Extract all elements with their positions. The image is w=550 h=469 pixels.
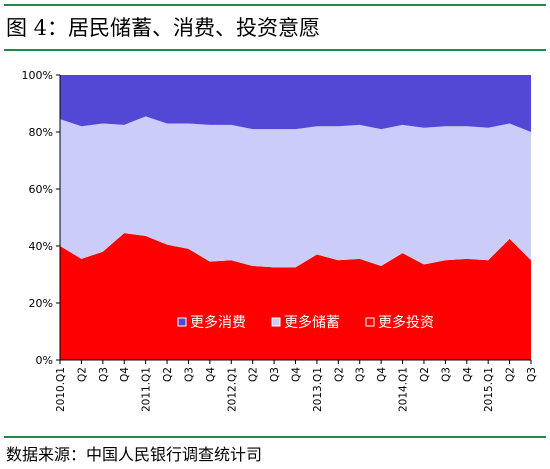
x-tick-label: Q4 — [205, 367, 217, 382]
x-tick-label: Q2 — [248, 367, 260, 382]
x-tick-label: Q2 — [162, 367, 174, 382]
x-tick-label: Q3 — [183, 367, 195, 382]
legend: 更多消费 更多储蓄 更多投资 — [177, 314, 434, 331]
axes — [56, 74, 532, 364]
x-tick-label: Q2 — [333, 367, 345, 382]
y-tick-labels: 0% 20% 40% 60% 80% 100% — [22, 69, 53, 367]
x-tick-label: Q4 — [119, 367, 131, 382]
x-tick-label: Q3 — [526, 367, 538, 382]
x-tick-label: 2015.Q1 — [483, 367, 495, 412]
legend-label: 更多消费 — [190, 314, 246, 331]
x-tick-label: 2011.Q1 — [141, 367, 153, 412]
y-tick-label: 20% — [29, 297, 53, 310]
x-tick-label: Q4 — [376, 367, 388, 382]
y-tick-label: 100% — [22, 69, 53, 82]
chart-title: 图 4：居民储蓄、消费、投资意愿 — [6, 16, 321, 40]
x-tick-label: Q3 — [355, 367, 367, 382]
bottom-rule — [4, 436, 546, 438]
y-tick-label: 40% — [29, 240, 53, 253]
x-tick-label: 2012.Q1 — [226, 367, 238, 412]
legend-label: 更多储蓄 — [284, 314, 340, 331]
title-rule — [4, 49, 546, 51]
x-tick-label: Q2 — [76, 367, 88, 382]
x-tick-label: Q3 — [98, 367, 110, 382]
x-tick-label: Q3 — [269, 367, 281, 382]
source-note: 数据来源：中国人民银行调查统计司 — [6, 445, 263, 464]
x-tick-label: 2013.Q1 — [312, 367, 324, 412]
series-area-0 — [60, 233, 531, 360]
x-tick-label: Q2 — [419, 367, 431, 382]
legend-swatch — [271, 317, 281, 327]
legend-swatch — [365, 317, 375, 327]
top-rule — [4, 4, 546, 6]
x-tick-labels: 2010.Q1 Q2 Q3 Q4 2011.Q1 Q2 Q3 Q4 2012.Q1 Q2 Q3 Q4 2… — [55, 367, 538, 412]
x-tick-label: Q4 — [291, 367, 303, 382]
legend-label: 更多投资 — [378, 314, 434, 331]
stacked-area-chart: 0% 20% 40% 60% 80% 100% 2010.Q1 Q2 Q3 Q4 2011.Q1 Q… — [22, 69, 538, 412]
legend-swatch — [177, 317, 187, 327]
y-tick-label: 0% — [36, 354, 53, 367]
series-area-2 — [60, 75, 531, 132]
area-series — [60, 75, 531, 360]
series-area-1 — [60, 116, 531, 268]
x-tick-label: Q3 — [440, 367, 452, 382]
x-tick-label: 2014.Q1 — [398, 367, 410, 412]
x-tick-label: Q2 — [505, 367, 517, 382]
x-tick-label: 2010.Q1 — [55, 367, 67, 412]
x-tick-label: Q4 — [462, 367, 474, 382]
y-tick-label: 60% — [29, 183, 53, 196]
y-tick-label: 80% — [29, 126, 53, 139]
